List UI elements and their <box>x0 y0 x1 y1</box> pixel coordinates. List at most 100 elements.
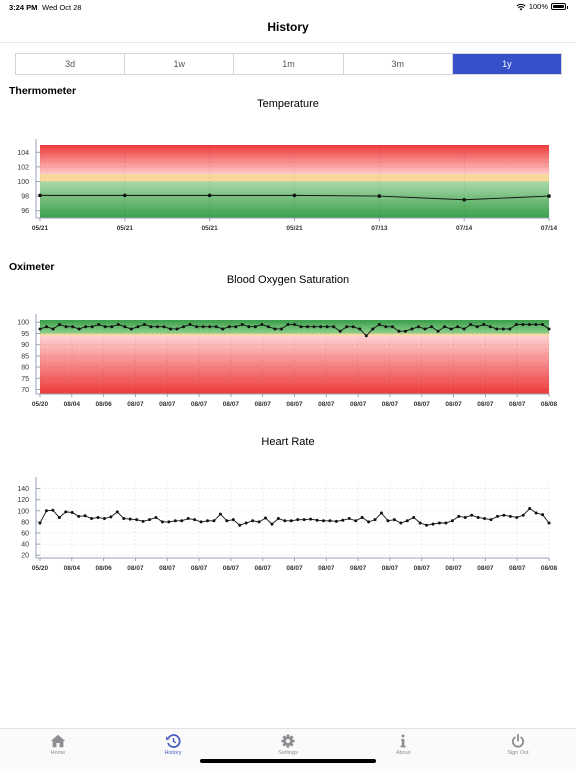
spo2-point <box>482 322 486 326</box>
spo2-point <box>51 327 55 331</box>
heart-rate-point <box>373 518 377 522</box>
heart-rate-point <box>244 521 248 525</box>
spo2-point <box>443 325 447 329</box>
tab-home[interactable]: Home <box>28 734 88 756</box>
heart-rate-point <box>463 515 467 519</box>
status-date: Wed Oct 28 <box>42 3 82 12</box>
spo2-point <box>312 325 316 329</box>
temperature-xtick-label: 05/21 <box>286 225 303 232</box>
spo2-point <box>227 325 231 329</box>
heart-rate-point <box>457 514 461 518</box>
spo2-point <box>364 334 368 338</box>
spo2-point <box>201 325 205 329</box>
temperature-xtick-label: 07/14 <box>541 225 558 232</box>
spo2-point <box>208 325 212 329</box>
range-tab-1y[interactable]: 1y <box>452 54 562 74</box>
heart-rate-point <box>367 520 371 524</box>
status-time: 3:24 PM <box>9 3 38 12</box>
range-tab-3d[interactable]: 3d <box>16 54 126 74</box>
temperature-xtick-label: 05/21 <box>202 225 219 232</box>
heart-rate-point <box>502 513 506 517</box>
spo2-ytick-label: 90 <box>21 342 29 349</box>
spo2-point <box>488 325 492 329</box>
heart-rate-point <box>64 510 68 514</box>
spo2-point <box>240 322 244 326</box>
spo2-ytick-label: 75 <box>21 376 29 383</box>
spo2-xtick-label: 08/07 <box>255 401 272 408</box>
heart-rate-point <box>341 518 345 522</box>
spo2-point <box>325 325 329 329</box>
heart-rate-xtick-label: 08/07 <box>382 565 399 572</box>
heart-rate-point <box>251 519 255 523</box>
spo2-point <box>469 322 473 326</box>
tab-home-label: Home <box>50 750 66 756</box>
heart-rate-point <box>508 514 512 518</box>
spo2-xtick-label: 08/07 <box>414 401 431 408</box>
spo2-point <box>103 325 107 329</box>
temperature-ytick-label: 98 <box>21 194 29 201</box>
temperature-point <box>547 194 551 198</box>
heart-rate-point <box>115 510 119 514</box>
heart-rate-xtick-label: 08/08 <box>541 565 558 572</box>
heart-rate-ytick-label: 120 <box>17 497 29 504</box>
heart-rate-point <box>309 517 313 521</box>
tab-settings[interactable]: Settings <box>258 734 318 756</box>
heart-rate-point <box>135 518 139 522</box>
spo2-point <box>110 325 114 329</box>
status-bar: 3:24 PM Wed Oct 28 100% <box>0 0 576 14</box>
spo2-point <box>155 325 159 329</box>
spo2-point <box>58 322 62 326</box>
heart-rate-point <box>231 518 235 522</box>
heart-rate-point <box>489 518 493 522</box>
temperature-ytick-label: 102 <box>17 164 29 171</box>
spo2-point <box>175 327 179 331</box>
spo2-point <box>84 325 88 329</box>
spo2-xtick-label: 08/07 <box>350 401 367 408</box>
spo2-point <box>136 325 140 329</box>
heart-rate-point <box>379 511 383 515</box>
heart-rate-point <box>167 520 171 524</box>
spo2-point <box>293 322 296 326</box>
spo2-point <box>495 327 499 331</box>
heart-rate-point <box>44 509 48 513</box>
spo2-point <box>64 325 68 329</box>
heart-rate-ytick-label: 140 <box>17 486 29 493</box>
spo2-point <box>71 325 75 329</box>
heart-rate-point <box>90 517 94 521</box>
range-tab-1w[interactable]: 1w <box>125 54 235 74</box>
heart-rate-point <box>521 513 525 517</box>
spo2-xtick-label: 08/07 <box>477 401 494 408</box>
heart-rate-point <box>302 518 306 522</box>
range-tab-3m[interactable]: 3m <box>344 54 453 74</box>
spo2-ytick-label: 70 <box>21 387 29 394</box>
spo2-xtick-label: 08/07 <box>191 401 208 408</box>
heart-rate-point <box>515 515 519 519</box>
spo2-point <box>390 325 394 329</box>
spo2-point <box>247 325 251 329</box>
spo2-ytick-label: 95 <box>21 331 29 338</box>
power-icon <box>511 734 525 748</box>
spo2-point <box>345 325 349 329</box>
heart-rate-point <box>289 519 293 523</box>
heart-rate-xtick-label: 08/07 <box>318 565 335 572</box>
heart-rate-point <box>276 517 280 521</box>
spo2-point <box>97 322 101 326</box>
heart-rate-point <box>534 511 538 515</box>
heart-rate-point <box>412 515 416 519</box>
tab-settings-label: Settings <box>278 750 298 756</box>
heart-rate-point <box>392 518 396 522</box>
range-tab-1m[interactable]: 1m <box>234 54 344 74</box>
spo2-point <box>149 325 153 329</box>
heart-rate-point <box>160 520 164 524</box>
spo2-point <box>38 327 42 331</box>
tab-sign-out[interactable]: Sign Out <box>488 734 548 756</box>
spo2-point <box>279 327 283 331</box>
temperature-point <box>292 193 297 198</box>
temperature-xtick-label: 05/21 <box>117 225 134 232</box>
tab-history[interactable]: History <box>143 734 203 756</box>
spo2-point <box>521 322 525 326</box>
spo2-point <box>534 322 538 326</box>
heart-rate-point <box>321 519 325 523</box>
tab-about[interactable]: About <box>373 734 433 756</box>
heart-rate-point <box>173 519 177 523</box>
